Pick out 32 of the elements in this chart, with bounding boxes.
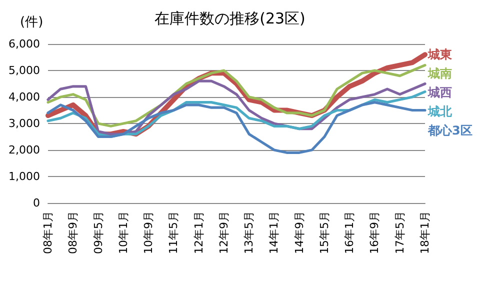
x-tick-label: 10年1月: [116, 211, 130, 254]
x-tick-label: 17年5月: [393, 211, 406, 254]
x-tick-label: 11年5月: [167, 211, 180, 254]
series-label: 都心3区: [427, 124, 472, 138]
series-label: 城東: [427, 48, 453, 62]
y-tick-label: 2,000: [8, 144, 40, 156]
y-axis-title: (件): [20, 15, 44, 30]
chart-title: 在庫件数の推移(23区): [154, 10, 306, 28]
x-tick-label: 14年1月: [268, 211, 281, 254]
series-label: 城北: [427, 104, 453, 119]
series-label: 城南: [427, 66, 452, 81]
y-tick-label: 3,000: [8, 117, 40, 130]
series-label: 城西: [427, 86, 452, 100]
y-tick-label: 0: [33, 196, 40, 210]
y-tick-label: 1,000: [8, 170, 40, 183]
line-series: [46, 101, 426, 154]
x-tick-label: 16年9月: [368, 211, 382, 254]
x-tick-label: 13年5月: [242, 211, 256, 254]
x-tick-label: 08年1月: [42, 211, 54, 254]
x-tick-label: 12年1月: [192, 211, 206, 254]
x-tick-label: 15年5月: [318, 211, 331, 254]
y-tick-label: 6,000: [8, 38, 40, 50]
x-tick-label: 12年9月: [217, 211, 230, 254]
x-tick-label: 14年9月: [292, 211, 306, 254]
y-tick-label: 4,000: [8, 90, 40, 104]
x-tick-label: 09年5月: [92, 211, 105, 254]
x-tick-label: 16年1月: [343, 211, 356, 254]
line-series: [46, 64, 426, 128]
x-tick-label: 10年9月: [142, 211, 156, 254]
x-tick-label: 18年1月: [418, 211, 432, 254]
x-tick-label: 08年9月: [66, 211, 80, 254]
y-tick-label: 5,000: [8, 64, 40, 77]
